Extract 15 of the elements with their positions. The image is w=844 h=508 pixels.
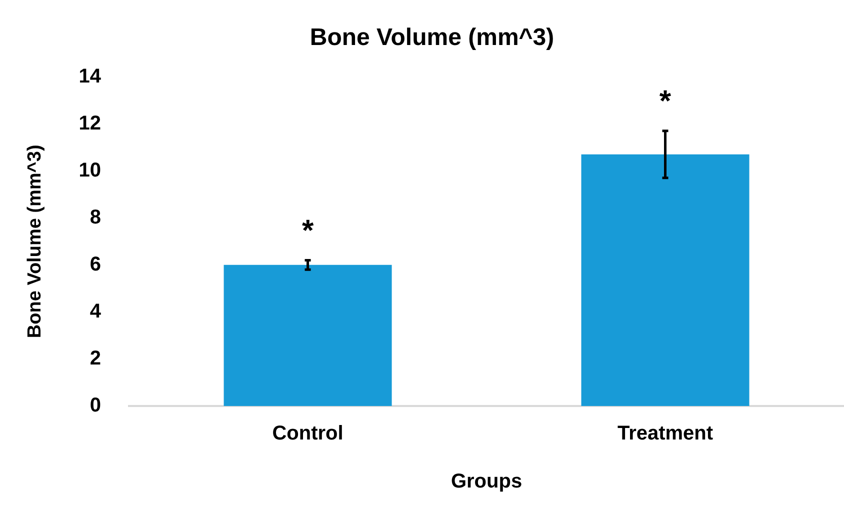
- y-tick-label: 2: [90, 347, 102, 370]
- y-tick-label: 8: [90, 206, 102, 228]
- annotation: *: [659, 85, 672, 118]
- x-tick-label: Control: [272, 422, 344, 445]
- y-tick-label: 6: [90, 253, 102, 276]
- y-tick-label: 12: [78, 112, 102, 134]
- annotation: *: [302, 214, 314, 248]
- y-axis-title: Bone Volume (mm^3): [24, 144, 46, 338]
- y-tick-label: 14: [78, 65, 102, 88]
- y-tick-label: 10: [78, 159, 102, 182]
- y-tick-label: 4: [90, 300, 102, 322]
- x-axis-title: Groups: [450, 470, 522, 493]
- x-tick-label: Treatment: [617, 422, 714, 445]
- y-tick-label: 0: [90, 394, 102, 417]
- chart-title: Bone Volume (mm^3): [310, 24, 554, 52]
